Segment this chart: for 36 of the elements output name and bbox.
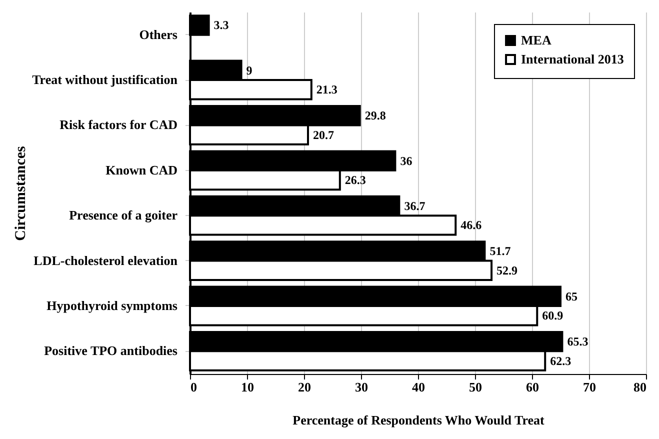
data-label: 65.3	[567, 334, 588, 349]
x-tick-label: 30	[355, 380, 368, 394]
y-tick-label: Others	[139, 26, 178, 42]
data-label: 51.7	[490, 244, 511, 258]
data-label: 36	[400, 154, 412, 168]
x-tick-label: 60	[526, 380, 539, 394]
data-label: 62.3	[550, 354, 572, 368]
data-label: 9	[246, 63, 252, 78]
x-tick-label: 70	[583, 380, 596, 394]
y-tick-label: Positive TPO antibodies	[44, 343, 178, 358]
data-label: 21.3	[316, 82, 338, 97]
data-label: 29.8	[364, 108, 386, 123]
data-label: 36.7	[404, 198, 426, 213]
y-tick-label: LDL-cholesterol elevation	[34, 252, 178, 268]
data-label: 3.3	[214, 18, 229, 32]
x-tick-label: 80	[634, 380, 646, 394]
x-tick-label: 10	[241, 380, 254, 394]
legend-label: International 2013	[521, 52, 624, 66]
y-tick-label: Presence of a goiter	[69, 208, 178, 223]
x-tick-label: 0	[190, 380, 197, 394]
data-label: 65	[566, 289, 578, 304]
x-axis-title: Percentage of Respondents Who Would Treat	[292, 412, 546, 428]
x-tick-label: 20	[298, 380, 311, 394]
data-label: 26.3	[344, 173, 366, 188]
y-axis-title: Circumstances	[13, 146, 30, 241]
x-tick-label: 40	[412, 380, 425, 394]
y-tick-label: Treat without justification	[32, 72, 178, 88]
y-tick-label: Hypothyroid symptoms	[46, 298, 178, 313]
data-label: 20.7	[312, 128, 334, 142]
data-label: 52.9	[496, 263, 518, 278]
y-tick-label: Risk factors for CAD	[60, 117, 178, 132]
data-label: 46.6	[460, 218, 482, 232]
legend-label: MEA	[521, 32, 552, 48]
data-label: 60.9	[542, 308, 564, 323]
y-tick-label: Known CAD	[106, 162, 178, 178]
x-tick-label: 50	[469, 380, 482, 394]
